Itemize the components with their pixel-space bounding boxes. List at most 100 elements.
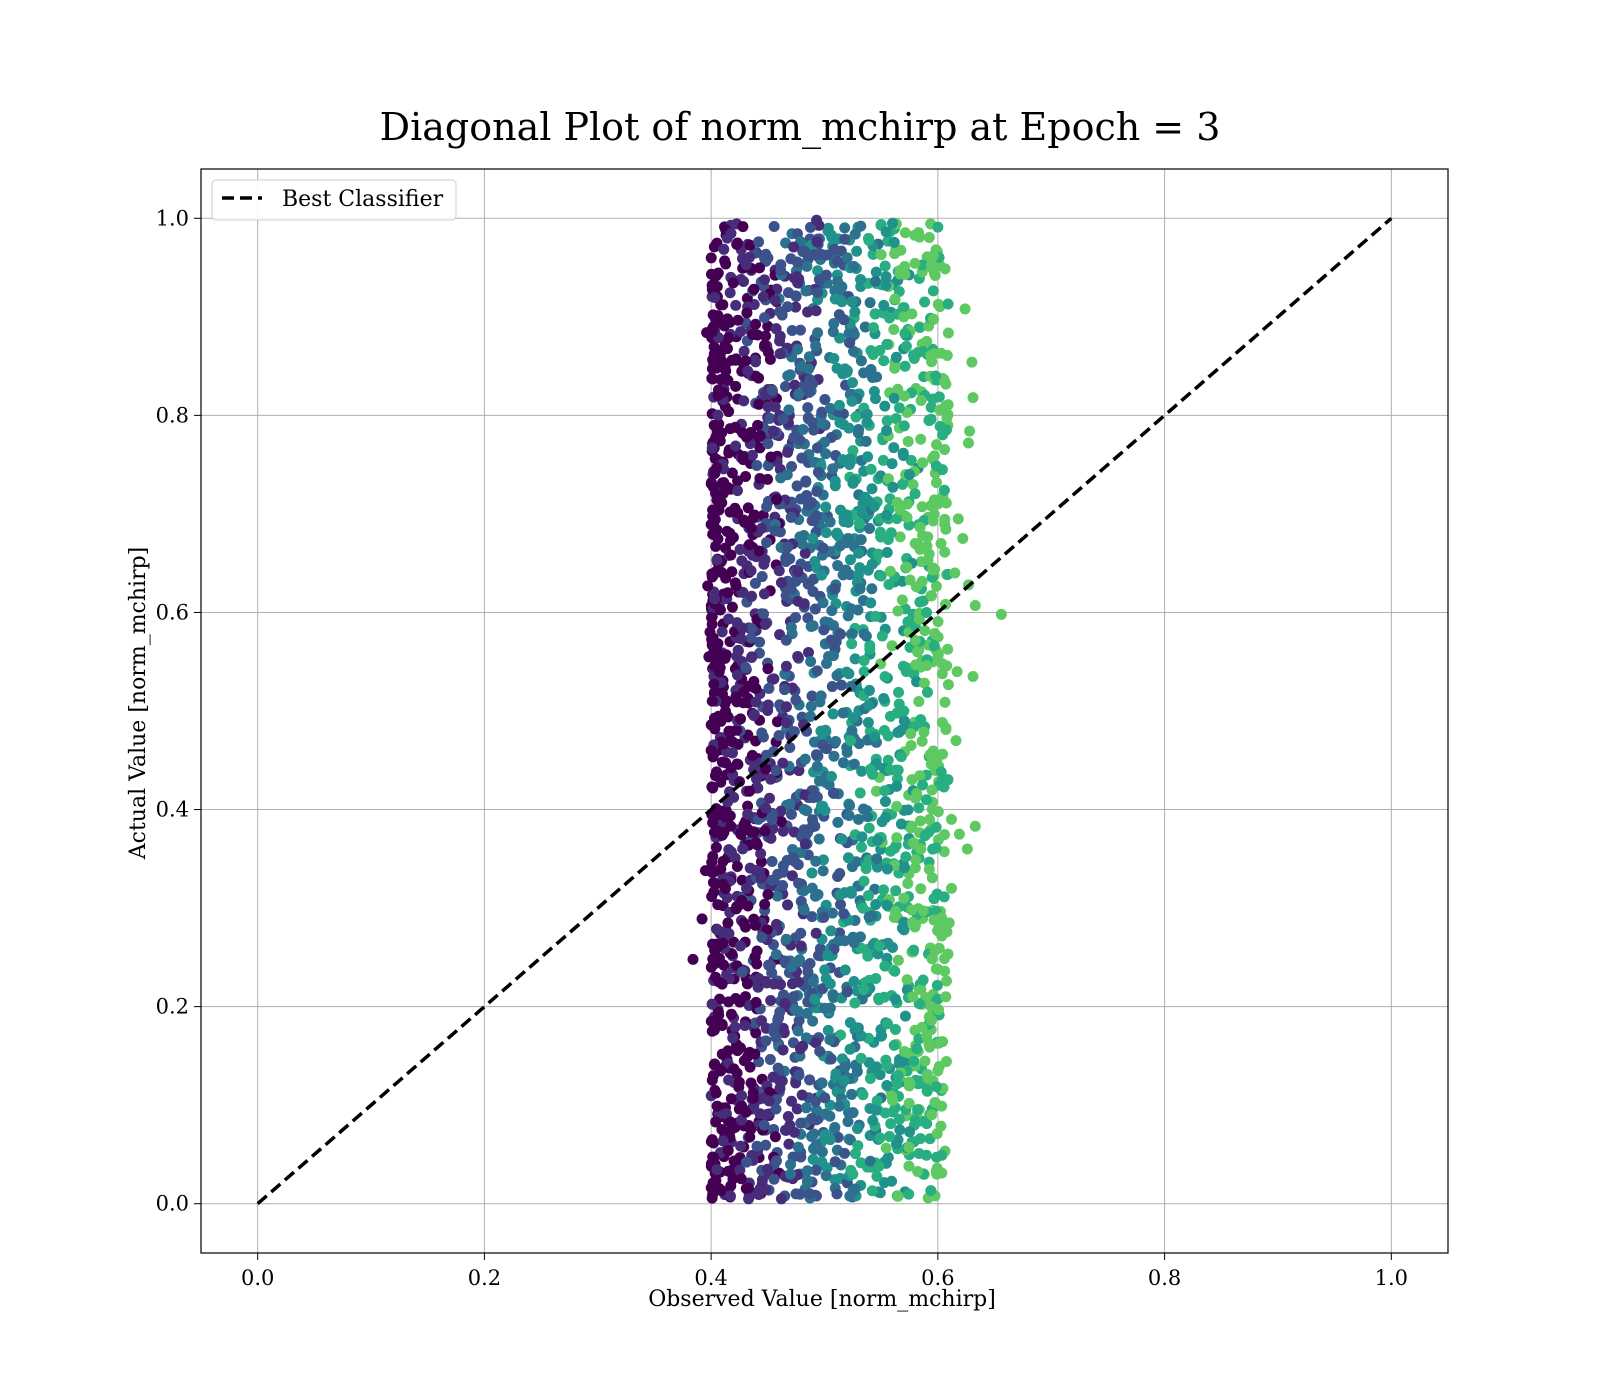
scatter-point [853,517,865,529]
scatter-point [712,808,724,820]
scatter-point [773,729,785,741]
scatter-point [937,774,949,786]
scatter-point [870,266,882,278]
scatter-point [712,389,724,401]
scatter-point [806,867,818,879]
scatter-point [802,402,814,414]
scatter-point [829,480,841,492]
scatter-point [938,846,950,858]
scatter-point [792,277,804,289]
scatter-point [876,630,888,642]
scatter-point [781,469,793,481]
scatter-point [907,991,919,1003]
scatter-point [762,320,774,332]
scatter-point [744,1046,756,1058]
x-tick-label: 0.2 [468,1266,501,1290]
scatter-point [939,376,951,388]
scatter-point [939,546,951,558]
scatter-point [792,976,804,988]
scatter-point [858,655,870,667]
scatter-point [819,1002,831,1014]
scatter-point [768,1022,780,1034]
scatter-point [811,286,823,298]
scatter-point [760,330,772,342]
scatter-point [740,1106,752,1118]
scatter-point [721,892,733,904]
scatter-point [764,960,776,972]
scatter-point [819,1108,831,1120]
scatter-point [726,601,738,613]
scatter-point [932,616,944,628]
scatter-point [936,464,948,476]
scatter-point [942,679,954,691]
scatter-point [809,603,821,615]
scatter-point [854,787,866,799]
scatter-point [828,750,840,762]
scatter-point [903,1160,915,1172]
scatter-point [817,542,829,554]
scatter-point [711,924,723,936]
scatter-point [940,991,952,1003]
scatter-point [756,571,768,583]
scatter-point [817,418,829,430]
scatter-point [858,875,870,887]
scatter-point [739,1020,751,1032]
scatter-point [881,425,893,437]
scatter-point [888,442,900,454]
scatter-point [795,493,807,505]
scatter-point [825,925,837,937]
scatter-point [836,296,848,308]
scatter-point [748,283,760,295]
scatter-point [784,798,796,810]
scatter-point [923,1037,935,1049]
scatter-point [828,318,840,330]
scatter-point [919,296,931,308]
scatter-point [880,226,892,238]
scatter-point [839,1061,851,1073]
scatter-point [879,671,891,683]
scatter-point [735,829,747,841]
scatter-point [864,1155,876,1167]
scatter-point [802,1175,814,1187]
scatter-point [706,639,718,651]
scatter-point [902,616,914,628]
scatter-point [870,393,882,405]
scatter-point [726,566,738,578]
scatter-point [736,874,748,886]
scatter-point [936,657,948,669]
scatter-point [831,670,843,682]
scatter-point [731,861,743,873]
scatter-point [833,927,845,939]
scatter-point [786,961,798,973]
scatter-point [786,460,798,472]
scatter-point [793,1015,805,1027]
scatter-point [817,597,829,609]
scatter-point [852,1123,864,1135]
scatter-point [892,1190,904,1202]
scatter-point [917,974,929,986]
scatter-point [867,1115,879,1127]
scatter-point [952,513,964,525]
scatter-point [909,862,921,874]
scatter-point [765,451,777,463]
scatter-point [732,475,744,487]
scatter-point [751,460,763,472]
scatter-point [904,468,916,480]
scatter-point [807,1153,819,1165]
scatter-point [840,537,852,549]
scatter-point [890,413,902,425]
scatter-point [918,726,930,738]
scatter-point [763,1095,775,1107]
scatter-point [799,547,811,559]
scatter-point [855,274,867,286]
scatter-point [792,1141,804,1153]
scatter-point [934,404,946,416]
scatter-point [839,222,851,234]
scatter-point [891,832,903,844]
scatter-point [782,541,794,553]
scatter-point [722,481,734,493]
scatter-point [711,1100,723,1112]
scatter-point [827,989,839,1001]
scatter-point [813,833,825,845]
scatter-point [742,1182,754,1194]
